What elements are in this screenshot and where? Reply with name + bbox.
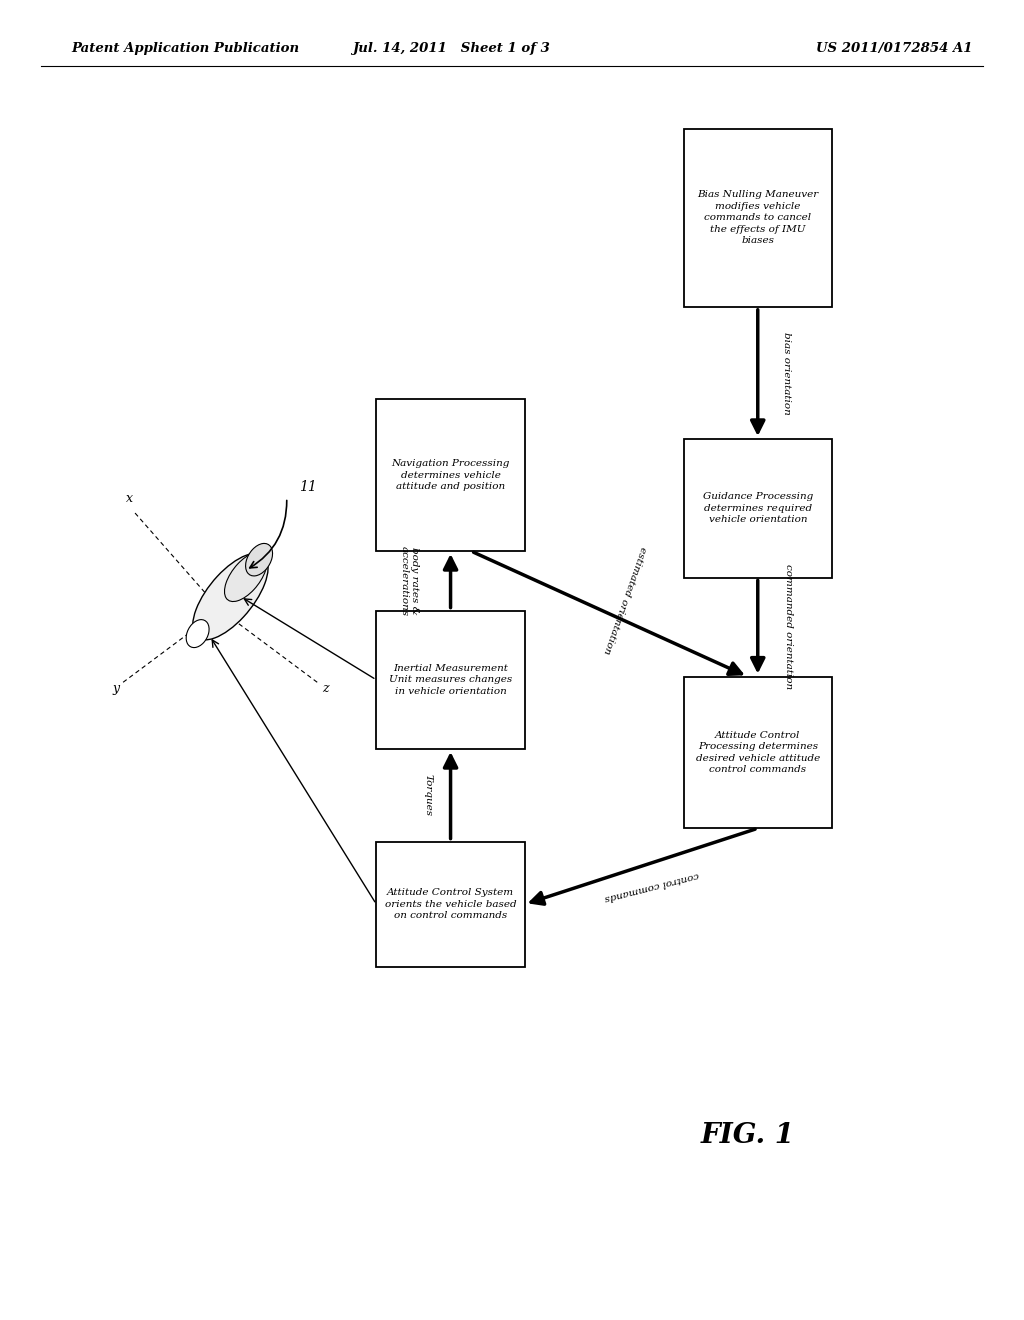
Text: Navigation Processing
determines vehicle
attitude and position: Navigation Processing determines vehicle…: [391, 459, 510, 491]
Text: Guidance Processing
determines required
vehicle orientation: Guidance Processing determines required …: [702, 492, 813, 524]
Ellipse shape: [224, 552, 267, 602]
FancyBboxPatch shape: [377, 399, 524, 552]
Text: Attitude Control System
orients the vehicle based
on control commands: Attitude Control System orients the vehi…: [385, 888, 516, 920]
FancyBboxPatch shape: [377, 610, 524, 750]
FancyBboxPatch shape: [684, 129, 831, 308]
Text: body rates &
accelerations: body rates & accelerations: [400, 545, 419, 616]
Text: estimated orientation: estimated orientation: [602, 545, 647, 656]
Text: US 2011/0172854 A1: US 2011/0172854 A1: [816, 42, 973, 55]
Text: Jul. 14, 2011   Sheet 1 of 3: Jul. 14, 2011 Sheet 1 of 3: [351, 42, 550, 55]
Text: commanded orientation: commanded orientation: [784, 565, 793, 689]
Text: bias orientation: bias orientation: [782, 331, 791, 414]
Text: Patent Application Publication: Patent Application Publication: [72, 42, 300, 55]
Text: Bias Nulling Maneuver
modifies vehicle
commands to cancel
the effects of IMU
bia: Bias Nulling Maneuver modifies vehicle c…: [697, 190, 818, 246]
Text: Inertial Measurement
Unit measures changes
in vehicle orientation: Inertial Measurement Unit measures chang…: [389, 664, 512, 696]
FancyBboxPatch shape: [684, 438, 831, 578]
Ellipse shape: [193, 553, 268, 640]
Ellipse shape: [186, 619, 209, 648]
Text: Torques: Torques: [424, 775, 432, 816]
Text: z: z: [323, 681, 329, 694]
Text: x: x: [126, 491, 133, 504]
Text: 11: 11: [299, 480, 316, 494]
FancyBboxPatch shape: [377, 842, 524, 966]
Text: y: y: [113, 681, 120, 694]
Text: FIG. 1: FIG. 1: [700, 1122, 795, 1148]
Ellipse shape: [246, 544, 272, 576]
Text: Attitude Control
Processing determines
desired vehicle attitude
control commands: Attitude Control Processing determines d…: [695, 731, 820, 774]
Text: control commands: control commands: [603, 870, 699, 903]
FancyBboxPatch shape: [684, 676, 831, 829]
